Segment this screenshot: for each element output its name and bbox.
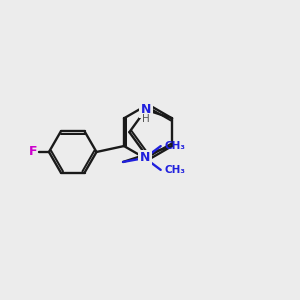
- Text: F: F: [28, 146, 37, 158]
- Text: N: N: [140, 152, 150, 164]
- Text: CH₃: CH₃: [165, 165, 186, 175]
- Text: CH₃: CH₃: [165, 141, 186, 151]
- Text: H: H: [142, 114, 149, 124]
- Text: N: N: [140, 103, 151, 116]
